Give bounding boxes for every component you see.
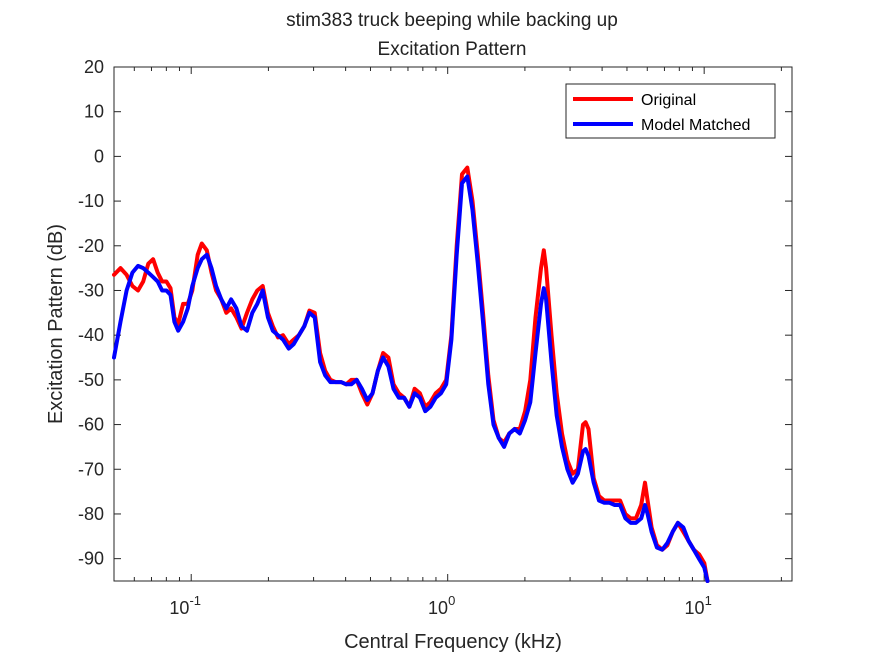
x-tick-label: 10-1: [169, 593, 201, 618]
y-tick-label: -90: [78, 549, 104, 569]
chart-subtitle: Excitation Pattern: [378, 39, 527, 60]
x-tick-mantissa: 10: [685, 598, 705, 618]
series-line-model-matched: [112, 174, 710, 583]
x-tick-exponent: 0: [448, 593, 455, 608]
y-tick-label: 0: [94, 146, 104, 166]
legend: Original Model Matched: [565, 83, 776, 139]
x-tick-label: 100: [428, 593, 455, 618]
y-axis-label: Excitation Pattern (dB): [45, 224, 67, 424]
x-tick-exponent: -1: [189, 593, 201, 608]
y-tick-label: -50: [78, 370, 104, 390]
y-tick-label: -20: [78, 236, 104, 256]
chart-title: stim383 truck beeping while backing up: [286, 10, 618, 31]
x-tick-mantissa: 10: [169, 598, 189, 618]
y-tick-label: -70: [78, 459, 104, 479]
y-tick-label: -40: [78, 325, 104, 345]
legend-label-original: Original: [641, 92, 696, 109]
x-tick-exponent: 1: [705, 593, 712, 608]
y-tick-label: -10: [78, 191, 104, 211]
x-tick-label: 101: [685, 593, 712, 618]
y-tick-label: -30: [78, 280, 104, 300]
y-tick-label: 20: [84, 57, 104, 77]
legend-box: [565, 83, 776, 139]
y-tick-label: 10: [84, 102, 104, 122]
x-axis-label: Central Frequency (kHz): [344, 631, 562, 653]
legend-label-model-matched: Model Matched: [641, 117, 750, 134]
y-tick-label: -80: [78, 504, 104, 524]
y-tick-label: -60: [78, 415, 104, 435]
x-tick-mantissa: 10: [428, 598, 448, 618]
